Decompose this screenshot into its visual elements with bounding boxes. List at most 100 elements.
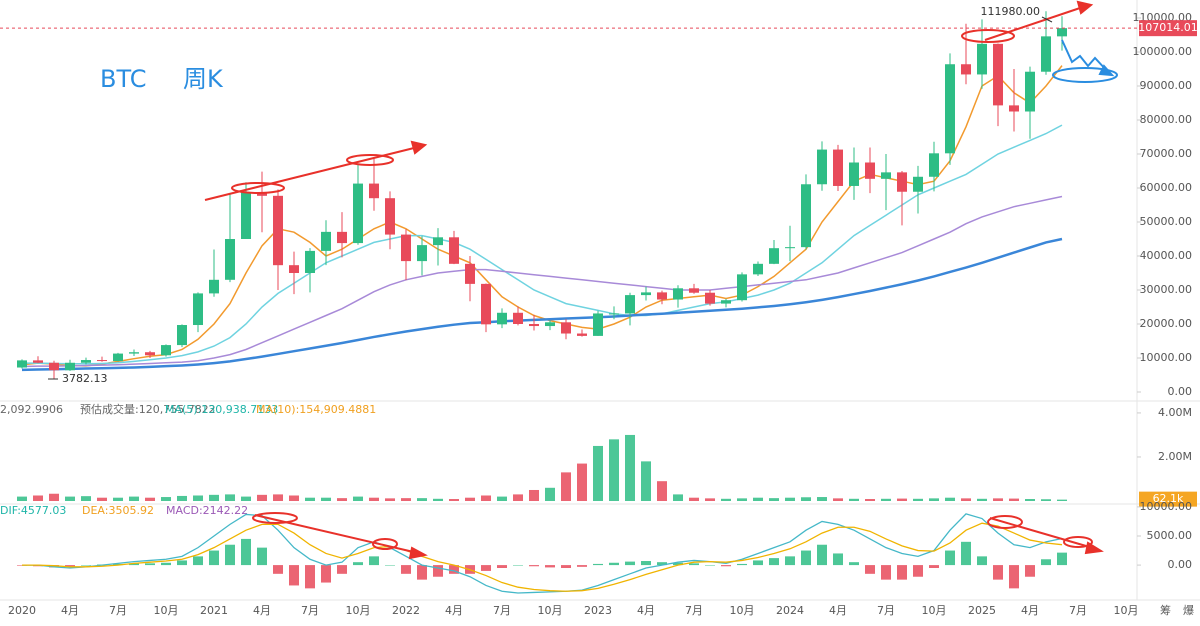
last-price-label: 107014.01	[1138, 21, 1198, 34]
macd-bar	[561, 565, 571, 568]
marks: 0.00 10000.00 20000.00 30000.00 40000.00 5000…	[0, 5, 1198, 617]
macd-bar	[593, 563, 603, 566]
y-tick-label: 20000.00	[1140, 317, 1193, 330]
max-pointer	[1041, 16, 1053, 23]
candle-body	[849, 162, 859, 186]
candle-body	[481, 283, 491, 325]
toolbar-button[interactable]: 筹	[1160, 603, 1171, 617]
candle-body	[321, 231, 331, 251]
volume-bar	[977, 498, 987, 501]
candle-body	[609, 313, 619, 315]
y-tick-label: 90000.00	[1140, 79, 1193, 92]
macd-bar	[385, 565, 395, 566]
volume-bar	[145, 497, 155, 501]
candle-body	[241, 192, 251, 239]
candle-body	[945, 64, 955, 154]
y-tick-label: 60000.00	[1140, 181, 1193, 194]
macd-bar	[305, 565, 315, 589]
highlight	[372, 538, 398, 550]
volume-bar	[225, 494, 235, 501]
volume-bar	[417, 498, 427, 501]
legend-entry: 2,092.9906	[0, 403, 63, 416]
x-tick-label: 4月	[253, 604, 271, 617]
macd-bar	[609, 562, 619, 566]
candle-body	[385, 198, 395, 235]
volume-bar	[273, 494, 283, 501]
macd-bar	[273, 565, 283, 574]
candle-body	[913, 176, 923, 192]
annotations	[204, 0, 1104, 560]
volume-bar	[593, 445, 603, 501]
macd-bar	[449, 565, 459, 574]
candle-body	[593, 313, 603, 336]
x-tick-label: 2020	[8, 604, 36, 617]
y-tick-label: 0.00	[1168, 558, 1193, 571]
volume-bar	[961, 498, 971, 501]
volume-bar	[705, 498, 715, 501]
x-tick-label: 10月	[730, 604, 755, 617]
arrow-head	[410, 140, 428, 155]
volume-bar	[545, 487, 555, 501]
legend-entry: MA(5):130,938.7133	[165, 403, 278, 416]
volume-bar	[561, 472, 571, 501]
candle-body	[1057, 28, 1067, 37]
candle-body	[289, 265, 299, 273]
candle-body	[193, 293, 203, 326]
y-tick-label: 30000.00	[1140, 283, 1193, 296]
candle-body	[257, 192, 267, 196]
macd-bar	[721, 565, 731, 567]
candle-body	[177, 325, 187, 346]
macd-bar	[497, 565, 507, 568]
line	[22, 522, 1063, 592]
macd-bar	[1041, 559, 1051, 566]
volume-bar	[65, 496, 75, 501]
macd-bar	[433, 565, 443, 577]
candle-body	[897, 172, 907, 192]
volume-bar	[305, 497, 315, 501]
highlight	[1063, 536, 1093, 548]
macd-bar	[913, 565, 923, 577]
candle-body	[161, 345, 171, 356]
macd-bar	[849, 562, 859, 566]
volume-bar	[193, 495, 203, 501]
volume-bar	[17, 496, 27, 501]
candle-body	[657, 292, 667, 300]
forecast-path	[1061, 39, 1109, 73]
macd-bar	[689, 563, 699, 566]
y-tick-label: 4.00M	[1158, 406, 1192, 419]
volume-bar	[1025, 499, 1035, 501]
candle-body	[337, 231, 347, 244]
volume-bar	[993, 498, 1003, 501]
volume-bar	[241, 496, 251, 501]
toolbar-button[interactable]: 爆	[1183, 603, 1194, 617]
volume-bar	[513, 494, 523, 501]
x-tick-label: 2023	[584, 604, 612, 617]
x-tick-label: 4月	[445, 604, 463, 617]
macd-bar	[193, 556, 203, 566]
macd-bar	[737, 563, 747, 566]
line	[22, 513, 1063, 594]
y-tick-label: 40000.00	[1140, 249, 1193, 262]
candle-body	[225, 239, 235, 280]
macd-bar	[177, 560, 187, 566]
candle-body	[1009, 105, 1019, 112]
volume-bar	[689, 497, 699, 501]
volume-bar	[257, 494, 267, 501]
volume-bar	[657, 481, 667, 501]
candle-body	[737, 274, 747, 301]
candle-body	[689, 288, 699, 293]
legend-entry: DIF:4577.03	[0, 504, 66, 517]
volume-bar	[865, 499, 875, 501]
volume-bar	[209, 494, 219, 501]
candle-body	[817, 149, 827, 185]
volume-bar	[673, 494, 683, 501]
volume-bar	[753, 497, 763, 501]
volume-bar	[497, 496, 507, 501]
macd-bar	[81, 565, 91, 566]
volume-bar	[817, 497, 827, 501]
macd-bar	[1057, 552, 1067, 566]
candle-body	[81, 360, 91, 363]
x-tick-label: 7月	[1069, 604, 1087, 617]
